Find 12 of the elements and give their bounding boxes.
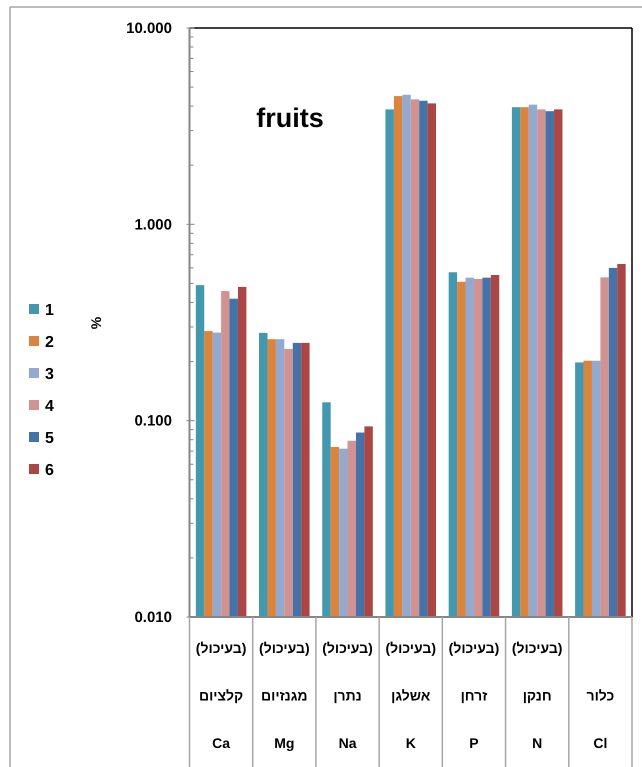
legend-label: 4: [45, 398, 54, 415]
legend-label: 1: [45, 302, 54, 319]
legend-label: 5: [45, 430, 54, 447]
legend-label: 2: [45, 334, 54, 351]
legend-label: 3: [45, 366, 54, 383]
y-tick-label: 1.000: [134, 216, 172, 234]
y-tick-label: 0.100: [134, 412, 172, 430]
legend-label: 6: [45, 462, 54, 479]
y-axis-title: %: [88, 316, 104, 330]
y-tick-label: 0.010: [134, 609, 172, 626]
text: fruits: [256, 103, 324, 133]
y-tick-label: 10.000: [126, 20, 172, 37]
